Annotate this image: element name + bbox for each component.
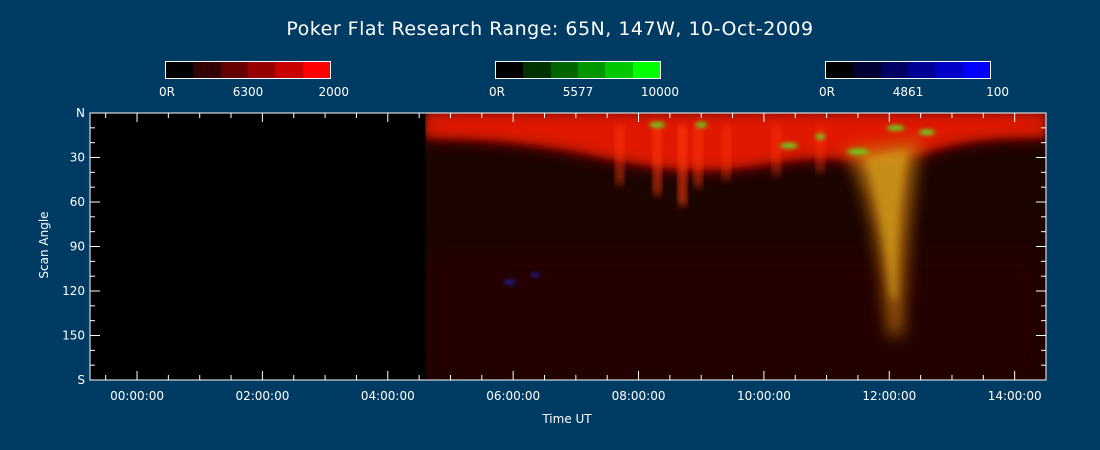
y-tick-label: N [76, 106, 85, 120]
x-tick-label: 06:00:00 [486, 389, 540, 403]
colorbar-min-label: 0R [159, 85, 175, 99]
y-tick-label: 150 [62, 329, 85, 343]
x-tick-label: 08:00:00 [612, 389, 666, 403]
x-tick-label: 04:00:00 [361, 389, 415, 403]
colorbar-swatch-4 [275, 62, 303, 78]
colorbar-swatch-1 [853, 62, 881, 78]
colorbar-swatch-0 [826, 62, 854, 78]
y-tick-label: S [77, 373, 85, 387]
colorbar-swatches [495, 61, 661, 79]
colorbar-swatch-3 [907, 62, 936, 78]
aurora-image [425, 113, 1046, 380]
green-arc-0 [649, 121, 666, 128]
colorbar-swatch-4 [935, 62, 963, 78]
colorbar-swatch-3 [577, 62, 606, 78]
auroral-ray-1 [653, 124, 662, 195]
colorbar-swatch-2 [880, 62, 908, 78]
x-tick-label: 14:00:00 [988, 389, 1042, 403]
colorbar-min-label: 0R [489, 85, 505, 99]
blue-blip-1 [504, 279, 517, 285]
colorbar-max-label: 10000 [640, 85, 679, 99]
colorbar-swatches [825, 61, 991, 79]
surge-core [864, 150, 909, 299]
y-tick-label: 120 [62, 284, 85, 298]
colorbar-swatch-1 [523, 62, 551, 78]
colorbar-swatch-5 [962, 62, 990, 78]
colorbar-6300: 0R 6300 2000 [159, 61, 349, 101]
colorbar-max-label: 100 [986, 85, 1009, 99]
colorbar-wavelength-label: 4861 [892, 85, 924, 99]
green-arc-3 [815, 133, 826, 140]
auroral-ray-4 [722, 124, 731, 180]
auroral-ray-0 [615, 124, 624, 185]
colorbar-swatch-2 [220, 62, 248, 78]
colorbar-swatch-0 [496, 62, 524, 78]
colorbar-swatches [165, 61, 331, 79]
auroral-ray-3 [694, 124, 703, 188]
colorbar-swatch-2 [550, 62, 578, 78]
colorbar-swatch-3 [247, 62, 276, 78]
green-arc-2 [779, 142, 798, 149]
colorbar-min-label: 0R [819, 85, 835, 99]
blue-blip-2 [530, 272, 541, 277]
x-tick-label: 10:00:00 [737, 389, 791, 403]
green-arc-4 [846, 148, 869, 155]
colorbar-wavelength-label: 6300 [232, 85, 264, 99]
colorbar-4861: 0R 4861 100 [819, 61, 1009, 101]
auroral-ray-5 [772, 124, 781, 176]
colorbar-swatch-4 [605, 62, 633, 78]
green-arc-6 [918, 129, 935, 136]
y-axis-label: Scan Angle [37, 211, 51, 279]
colorbar-swatch-0 [166, 62, 194, 78]
chart-title: Poker Flat Research Range: 65N, 147W, 10… [286, 18, 814, 40]
y-tick-label: 60 [70, 195, 85, 209]
diffuse-glow [425, 253, 1046, 380]
x-tick-label: 00:00:00 [110, 389, 164, 403]
colorbar-swatch-5 [302, 62, 330, 78]
axes: 00:00:00 02:00:00 04:00:00 06:00:00 08:00:00… [62, 106, 1046, 403]
x-axis-label: Time UT [542, 412, 592, 426]
x-tick-label: 12:00:00 [862, 389, 916, 403]
colorbar-wavelength-label: 5577 [562, 85, 594, 99]
auroral-ray-6 [816, 124, 825, 173]
colorbar-swatch-5 [632, 62, 660, 78]
y-tick-label: 30 [70, 151, 85, 165]
green-arc-1 [695, 121, 708, 128]
auroral-ray-2 [678, 124, 687, 205]
colorbar-max-label: 2000 [318, 85, 349, 99]
x-tick-label: 02:00:00 [235, 389, 289, 403]
colorbar-swatch-1 [193, 62, 221, 78]
y-tick-label: 90 [70, 240, 85, 254]
green-arc-5 [886, 124, 905, 131]
colorbar-5577: 0R 5577 10000 [489, 61, 679, 101]
